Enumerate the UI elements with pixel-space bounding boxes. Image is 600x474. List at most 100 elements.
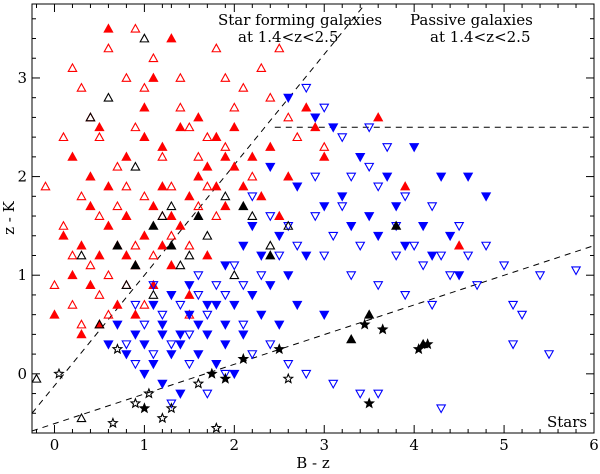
data-point (130, 360, 141, 370)
data-point (292, 182, 303, 192)
data-point (220, 151, 231, 161)
data-point (229, 300, 240, 311)
data-point (193, 200, 204, 211)
data-point (436, 172, 447, 182)
data-point (337, 202, 348, 212)
data-point (453, 271, 465, 281)
data-point (193, 112, 204, 122)
data-point (148, 350, 159, 360)
data-point (121, 151, 132, 161)
data-point (220, 261, 231, 271)
data-point (112, 161, 123, 171)
data-point (247, 192, 258, 202)
y-tick-label: 1 (17, 266, 27, 284)
data-point (157, 181, 168, 191)
data-point (337, 133, 348, 143)
data-point (175, 389, 186, 399)
data-point (175, 300, 186, 311)
data-point (103, 340, 114, 350)
data-point (310, 172, 321, 182)
data-point (220, 320, 231, 330)
data-point (103, 269, 114, 280)
x-tick-label: 6 (589, 436, 599, 454)
data-point (427, 251, 438, 261)
x-axis-label: B - z (296, 454, 330, 472)
data-point (184, 310, 195, 320)
data-point (462, 172, 474, 182)
data-point (202, 181, 213, 191)
data-point (346, 172, 357, 182)
data-point (220, 340, 231, 350)
x-tick-label: 3 (319, 436, 329, 454)
data-point (184, 240, 195, 250)
data-point (292, 241, 303, 251)
data-point (193, 271, 204, 281)
data-point (175, 102, 186, 112)
data-point (111, 343, 124, 355)
data-point (282, 372, 295, 384)
data-point (202, 131, 213, 142)
data-point (130, 240, 141, 250)
data-point (238, 320, 249, 330)
data-point (67, 250, 78, 260)
y-tick-label: 3 (17, 69, 27, 87)
data-point (229, 269, 240, 280)
data-point (40, 181, 51, 191)
data-point (184, 121, 195, 132)
data-point (373, 112, 384, 122)
data-point (412, 343, 425, 355)
data-point (121, 340, 132, 350)
data-point (211, 360, 222, 370)
y-axis-label: z - K (0, 200, 18, 235)
data-point (85, 279, 96, 289)
data-point (202, 389, 213, 399)
data-point (94, 131, 105, 142)
data-point (129, 397, 142, 409)
data-point (283, 112, 294, 122)
data-point (480, 241, 492, 251)
data-point (112, 200, 123, 211)
data-point (58, 230, 69, 240)
data-point (346, 221, 357, 232)
data-point (480, 192, 492, 202)
data-point (256, 190, 267, 201)
data-point (112, 240, 123, 250)
y-tick-label: 2 (17, 168, 27, 186)
data-point (507, 300, 519, 311)
data-point (543, 350, 555, 360)
data-point (346, 333, 357, 344)
data-point (58, 131, 69, 142)
data-point (58, 220, 69, 230)
data-point (157, 240, 168, 250)
data-point (534, 271, 546, 281)
data-point (211, 210, 222, 220)
data-point (85, 112, 96, 122)
data-point (148, 72, 159, 82)
y-tick-label: 0 (17, 365, 27, 383)
data-point (283, 93, 294, 104)
data-point (148, 360, 159, 370)
data-point (166, 291, 177, 301)
data-point (373, 231, 384, 242)
data-point (193, 291, 204, 301)
data-point (210, 421, 223, 433)
data-point (319, 251, 330, 261)
data-point (265, 141, 276, 151)
data-point (247, 221, 258, 232)
data-point (202, 161, 213, 171)
data-point (184, 281, 195, 291)
data-point (516, 310, 528, 320)
data-point (238, 82, 249, 92)
data-point (166, 350, 177, 360)
data-point (175, 72, 186, 82)
data-point (364, 123, 375, 133)
data-point (265, 250, 276, 260)
data-point (121, 181, 132, 191)
data-point (301, 83, 312, 94)
data-point (139, 131, 150, 142)
data-point (220, 141, 231, 151)
data-point (121, 250, 132, 260)
data-point (265, 240, 276, 250)
data-point (94, 250, 105, 260)
